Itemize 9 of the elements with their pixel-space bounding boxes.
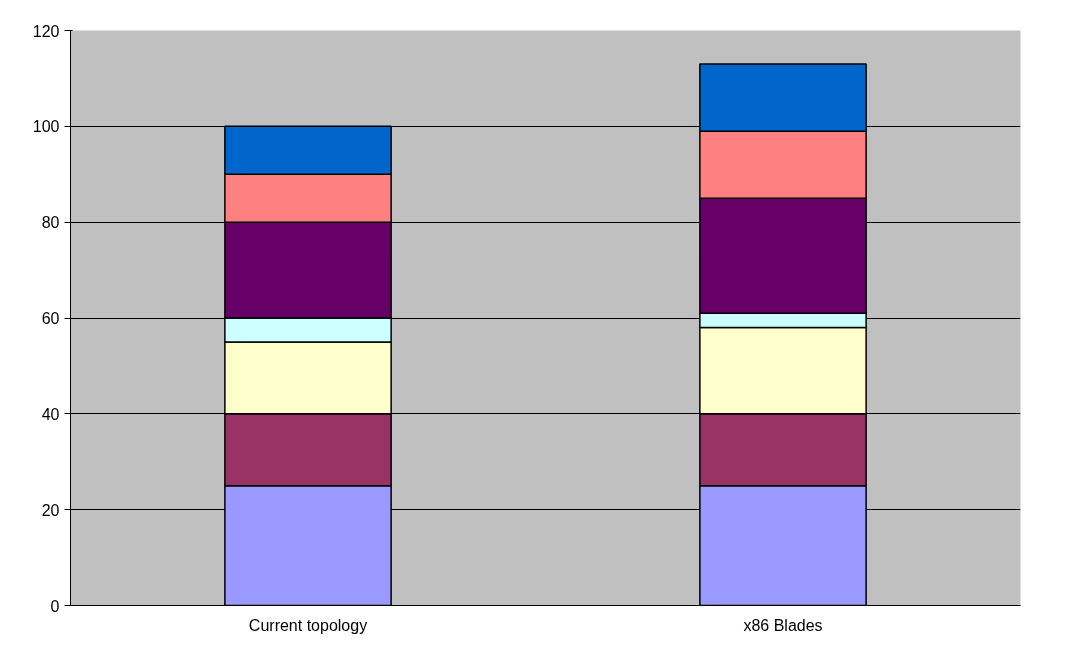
y-tick-label: 80	[41, 214, 60, 232]
y-tick-label: 20	[41, 501, 60, 519]
y-tick-label: 0	[50, 597, 60, 615]
y-tick-label: 100	[32, 118, 60, 136]
y-tick-label: 120	[32, 22, 60, 40]
x-tick-label: x86 Blades	[743, 616, 823, 634]
x-tick-label: Current topology	[248, 616, 368, 634]
y-tick-label: 40	[41, 405, 60, 423]
y-tick-label: 60	[41, 310, 60, 327]
